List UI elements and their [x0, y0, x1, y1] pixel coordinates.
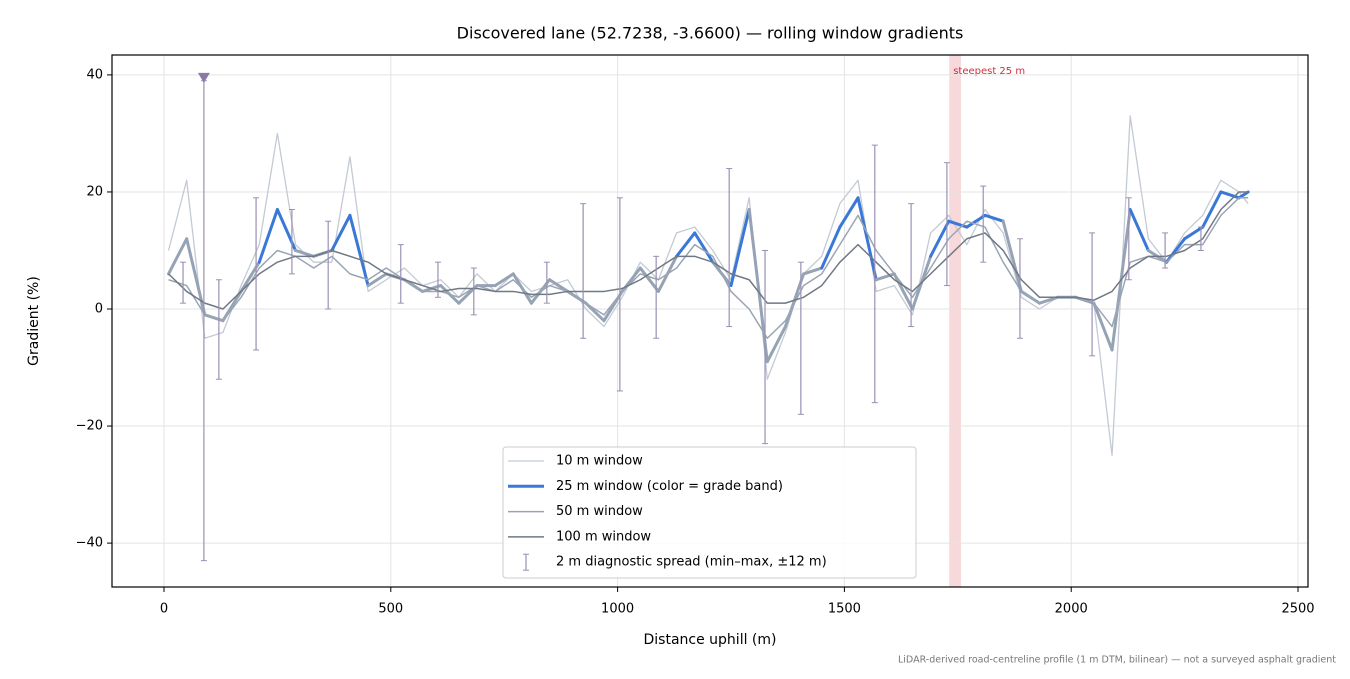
clipped-marker — [197, 72, 210, 83]
line-segment — [548, 278, 570, 293]
line — [167, 115, 1249, 456]
line-segment — [947, 219, 969, 229]
line-segment — [892, 272, 914, 311]
footnote: LiDAR-derived road-centreline profile (1… — [898, 655, 1336, 666]
legend-label: 25 m window (color = grade band) — [556, 479, 783, 494]
line-segment — [330, 213, 352, 252]
steepest-span — [949, 55, 961, 587]
line-segment — [1219, 190, 1241, 200]
line-segment — [729, 208, 751, 288]
x-tick-label: 0 — [160, 602, 168, 617]
line-segment — [765, 325, 787, 364]
line-segment — [965, 213, 987, 229]
line-segment — [493, 272, 515, 288]
y-tick-label: 0 — [95, 302, 103, 317]
chart-title: Discovered lane (52.7238, -3.6600) — rol… — [457, 24, 964, 43]
line-segment — [747, 208, 769, 364]
line-segment — [348, 213, 370, 288]
legend-label: 2 m diagnostic spread (min–max, ±12 m) — [556, 555, 827, 570]
line-segment — [294, 248, 316, 258]
plot — [167, 72, 1250, 562]
line-segment — [874, 272, 896, 282]
x-axis-label: Distance uphill (m) — [644, 632, 777, 648]
line-segment — [802, 266, 824, 276]
line-segment — [1092, 301, 1114, 352]
line-segment — [167, 237, 189, 276]
line-segment — [1001, 219, 1023, 293]
legend-box — [502, 446, 917, 579]
line-segment — [1183, 225, 1205, 241]
line-segment — [693, 231, 715, 264]
plot-frame — [111, 54, 1309, 588]
x-tick-label: 1500 — [828, 602, 861, 617]
line — [168, 197, 1249, 340]
x-tick-label: 2500 — [1281, 602, 1314, 617]
line-segment — [983, 213, 1005, 223]
line-segment — [584, 301, 606, 323]
steepest-label: steepest 25 m — [953, 66, 1025, 77]
line-segment — [820, 225, 842, 270]
line-segment — [1201, 190, 1223, 229]
line-segment — [366, 272, 388, 288]
y-tick-label: 40 — [86, 67, 103, 82]
x-tick-label: 500 — [378, 602, 403, 617]
y-tick-label: −20 — [76, 419, 103, 434]
line-segment — [638, 266, 660, 293]
line-segment — [856, 196, 878, 282]
line-segment — [1128, 208, 1150, 252]
x-tick-label: 1000 — [601, 602, 634, 617]
line-segment — [675, 231, 697, 258]
line-segment — [257, 208, 279, 264]
line-segment — [1237, 190, 1250, 200]
line-segment — [929, 219, 951, 258]
line — [167, 191, 1249, 310]
y-tick-label: 20 — [86, 184, 103, 199]
y-tick-label: −40 — [76, 536, 103, 551]
line-segment — [838, 196, 860, 229]
x-tick-label: 2000 — [1055, 602, 1088, 617]
legend-label: 50 m window — [556, 504, 643, 519]
legend-label: 10 m window — [556, 454, 643, 469]
line-segment — [185, 237, 207, 317]
y-axis-label: Gradient (%) — [26, 276, 42, 366]
legend-label: 100 m window — [556, 529, 651, 544]
line-segment — [275, 208, 298, 252]
